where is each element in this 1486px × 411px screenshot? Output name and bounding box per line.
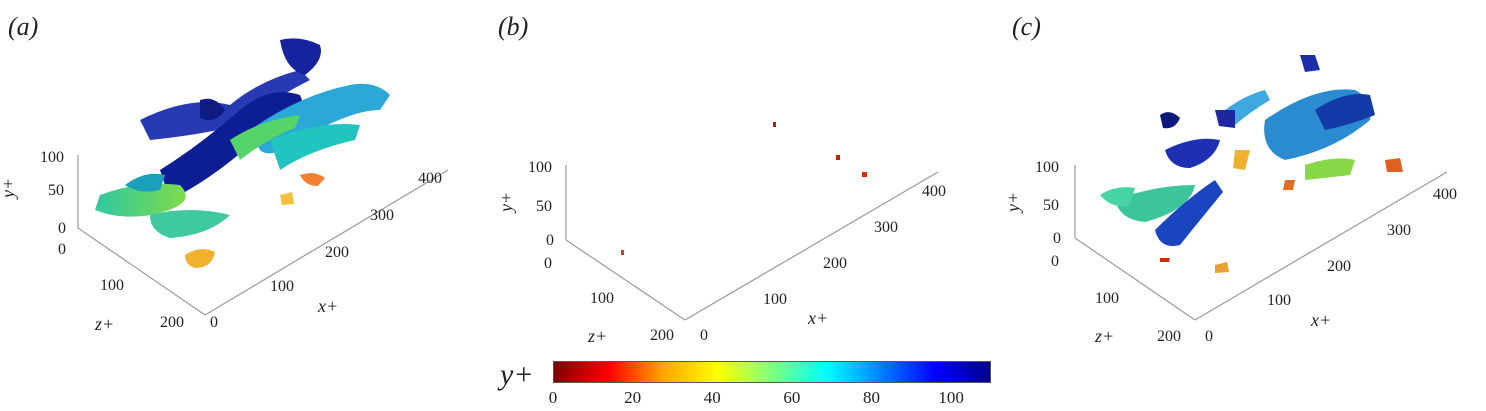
z-axis-title: z+ [1094,326,1114,346]
y-tick-50: 50 [536,198,552,215]
z-tick-100: 100 [1095,290,1119,307]
z-axis-line [1074,237,1196,321]
colorbar-tick-60: 60 [783,388,801,407]
z-tick-200: 200 [1157,328,1181,345]
colorbar-tick-100: 100 [938,388,964,407]
x-tick-100: 100 [763,291,787,308]
x-tick-300: 300 [874,219,898,236]
y-tick-50: 50 [48,182,64,199]
x-tick-200: 200 [325,244,349,261]
x-axis-title: x+ [807,308,828,328]
x-tick-400: 400 [418,170,442,187]
x-tick-0: 0 [1205,328,1213,345]
z-axis-title: z+ [94,314,114,334]
z-axis-line [565,239,686,321]
y-tick-0: 0 [546,232,554,249]
panel-label-a: (a) [8,12,39,41]
x-tick-100: 100 [1267,292,1291,309]
x-axis-title: x+ [317,296,338,316]
z-tick-0: 0 [544,255,552,272]
y-axis-title: y+ [496,192,516,214]
x-tick-300: 300 [370,207,394,224]
z-tick-100: 100 [590,290,614,307]
vortex-structures [95,38,390,268]
colorbar-tick-20: 20 [624,388,642,407]
colorbar-gradient [553,361,991,383]
z-tick-100: 100 [100,277,124,294]
y-tick-0: 0 [1053,230,1061,247]
colorbar-label: y+ [500,358,534,391]
x-tick-0: 0 [700,327,708,344]
panel-label-b: (b) [498,12,529,41]
z-axis-title: z+ [587,326,607,346]
x-tick-300: 300 [1387,222,1411,239]
x-tick-100: 100 [270,278,294,295]
colorbar-tick-0: 0 [548,388,558,407]
colorbar: y+ 0 20 40 60 80 100 [500,358,1000,410]
x-axis-line [1194,171,1448,321]
vortex-structures [621,122,867,255]
panel-c-plot: 100 50 0 y+ 0 100 200 z+ 0 100 200 300 4… [1003,55,1457,346]
x-tick-200: 200 [1327,258,1351,275]
vortex-structures [1100,55,1403,273]
y-axis-title: y+ [1003,192,1023,214]
z-tick-200: 200 [650,327,674,344]
x-axis-line [204,169,449,316]
x-tick-400: 400 [1433,186,1457,203]
y-tick-100: 100 [40,149,64,166]
z-tick-200: 200 [160,314,184,331]
colorbar-tick-80: 80 [863,388,881,407]
panel-a-plot: 100 50 0 y+ 0 100 200 z+ 0 100 200 300 4… [0,38,449,334]
y-tick-100: 100 [528,159,552,176]
y-tick-50: 50 [1043,197,1059,214]
panel-b-plot: 100 50 0 y+ 0 100 200 z+ 0 100 200 300 4… [496,122,946,346]
x-axis-title: x+ [1310,310,1331,330]
x-tick-200: 200 [823,255,847,272]
x-tick-400: 400 [922,183,946,200]
z-axis-line [77,227,206,316]
y-axis-title: y+ [0,178,18,200]
y-tick-0: 0 [58,220,66,237]
colorbar-tick-40: 40 [703,388,721,407]
x-tick-0: 0 [210,314,218,331]
z-tick-0: 0 [58,241,66,258]
panel-label-c: (c) [1012,12,1041,41]
x-axis-line [684,171,939,321]
y-tick-100: 100 [1035,159,1059,176]
z-tick-0: 0 [1051,253,1059,270]
